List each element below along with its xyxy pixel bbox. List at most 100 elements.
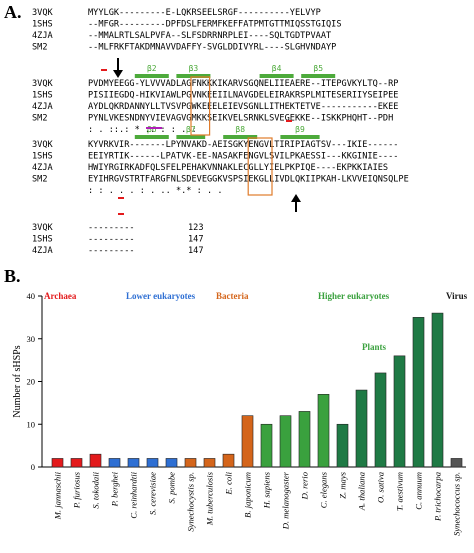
group-label: Archaea — [44, 291, 77, 301]
group-label: Bacteria — [216, 291, 249, 301]
sequence-line: KYVRKVIR-------LPYNVAKD-AEISGKYENGVLTIRI… — [88, 140, 398, 150]
sequence-id: 3VQK — [32, 140, 54, 150]
sequence-line: HWIYRGIRKADFQLSFELPEHAKVNNAKLECGLLYIELPK… — [88, 163, 388, 173]
y-tick-label: 10 — [27, 419, 36, 429]
bar — [355, 389, 368, 468]
sequence-id: 3VQK — [32, 223, 54, 233]
bar — [393, 355, 406, 468]
sequence-line: EEIYRTIK------LPATVK-EE-NASAKFENGVLSVILP… — [88, 152, 398, 162]
strand-label: β4 — [272, 64, 282, 73]
x-tick-label: C. annuum — [414, 472, 424, 510]
bar — [298, 411, 311, 468]
bar — [412, 317, 425, 468]
x-tick-label: C. reinhardtii — [129, 471, 139, 518]
strand-label: β6 — [147, 125, 157, 134]
strand-label: β3 — [189, 64, 199, 73]
sequence-id: 3VQK — [32, 79, 54, 89]
sequence-line: AYDLQKRDANNYLLTVSVPGWKEEELEIEVSGNLLITHEK… — [88, 102, 398, 112]
bar — [108, 458, 121, 468]
residue-count: 123 — [188, 223, 204, 233]
x-tick-label: A. thaliana — [357, 472, 367, 511]
strand-bar — [223, 135, 258, 139]
bar — [431, 312, 444, 468]
bar — [146, 458, 159, 468]
strand-bar — [134, 74, 169, 78]
sequence-id: 4ZJA — [32, 163, 54, 173]
x-tick-label: S. cerevisiae — [148, 472, 158, 515]
residue-underline — [146, 127, 162, 129]
residue-count: 166 — [188, 258, 204, 259]
sequence-line: --MFGR---------DPFDSLFERMFKEFFATPMTGTTMI… — [88, 20, 342, 30]
x-tick-label: O. sativa — [376, 472, 386, 503]
sequence-line: PVDMYEEGG-YLVVVADLAGFNKKKIKARVSGQNELIIEA… — [88, 79, 398, 89]
group-label: Virus — [446, 291, 468, 301]
consensus-line: : . ::.: * :. : : . : — [88, 125, 197, 135]
x-tick-label: D. rerio — [300, 471, 310, 500]
shsp-bar-chart: 0 10 20 30 40 Number of sHSPs M. jannaschii P. … — [12, 291, 468, 536]
bar — [165, 458, 178, 468]
sequence-line: --------- — [88, 246, 135, 256]
sequence-id: SM2 — [32, 258, 48, 259]
y-tick-label: 0 — [31, 462, 35, 472]
motif-box — [190, 76, 211, 136]
x-tick-label: M. jannaschii — [53, 471, 63, 520]
sequence-id: 3VQK — [32, 8, 54, 18]
sequence-id: 4ZJA — [32, 246, 54, 256]
sequence-line: PYNLVKESNDNYVIEVAGVGMKKSEIKVELSRNKLSVEGE… — [88, 114, 393, 124]
sequence-id: SM2 — [32, 114, 48, 124]
x-tick-label: Synechocystis sp. — [186, 472, 196, 532]
group-label: Lower eukaryotes — [126, 291, 196, 301]
bar — [51, 458, 64, 468]
sequence-line: : : . . . : . .. *.* : . . — [88, 186, 223, 196]
sequence-line: --------- — [88, 235, 135, 245]
strand-bar — [280, 135, 320, 139]
residue-count: 147 — [188, 235, 204, 245]
bar — [203, 458, 216, 468]
motif-box — [247, 137, 273, 196]
x-tick-label: D. melanogaster — [281, 471, 291, 530]
bar — [184, 458, 197, 468]
bar — [260, 423, 273, 468]
sequence-line: PISIIEGDQ-HIKVIAWLPGVNKEEIILNAVGDELEIRAK… — [88, 91, 398, 101]
y-axis-label: Number of sHSPs — [12, 345, 23, 417]
panel-a-label: A. — [4, 2, 22, 22]
residue-underline — [286, 120, 292, 122]
sequence-line: --MMALRTLSALPVFA--SLFSDRRNRPLEI----SQLTG… — [88, 31, 331, 41]
sequence-id: SM2 — [32, 43, 48, 53]
sequence-line: --MLFRKFTAKDMNAVVDAFFY-SVGLDDIVYRL----SL… — [88, 43, 336, 53]
x-tick-label: C. elegans — [319, 471, 329, 508]
bar — [222, 453, 235, 468]
residue-count: 147 — [188, 246, 204, 256]
x-tick-label: B. japonicum — [243, 472, 253, 518]
bar — [279, 415, 292, 468]
residue-underline — [118, 197, 124, 199]
strand-label: β2 — [147, 64, 157, 73]
strand-bar — [259, 74, 294, 78]
sequence-id: SM2 — [32, 175, 48, 185]
sequence-id: 1SHS — [32, 20, 53, 30]
strand-bar — [301, 74, 336, 78]
sequence-id: 1SHS — [32, 91, 53, 101]
strand-label: β5 — [313, 64, 323, 73]
bar — [127, 458, 140, 468]
x-tick-label: Synechococcus sp. — [452, 472, 462, 536]
x-tick-label: E. coli — [224, 471, 234, 495]
group-label: Higher eukaryotes — [318, 291, 390, 301]
residue-underline — [101, 69, 107, 71]
panel-b-label: B. — [4, 266, 21, 286]
y-tick-label: 40 — [27, 291, 36, 301]
bar — [241, 415, 254, 468]
down-arrow-head — [113, 70, 123, 78]
sequence-id: 1SHS — [32, 235, 53, 245]
x-tick-label: S. pombe — [167, 472, 177, 504]
sequence-id: 4ZJA — [32, 31, 54, 41]
bar — [336, 423, 349, 468]
x-tick-label: Z. mays — [338, 471, 348, 498]
bar — [317, 394, 330, 468]
x-tick-label: P. furiosus — [72, 471, 82, 509]
x-tick-label: H. sapiens — [262, 471, 272, 509]
sequence-id: 1SHS — [32, 152, 53, 162]
x-tick-label: T. aestivum — [395, 472, 405, 511]
up-arrow-head — [291, 194, 301, 202]
sequence-id: 4ZJA — [32, 102, 54, 112]
